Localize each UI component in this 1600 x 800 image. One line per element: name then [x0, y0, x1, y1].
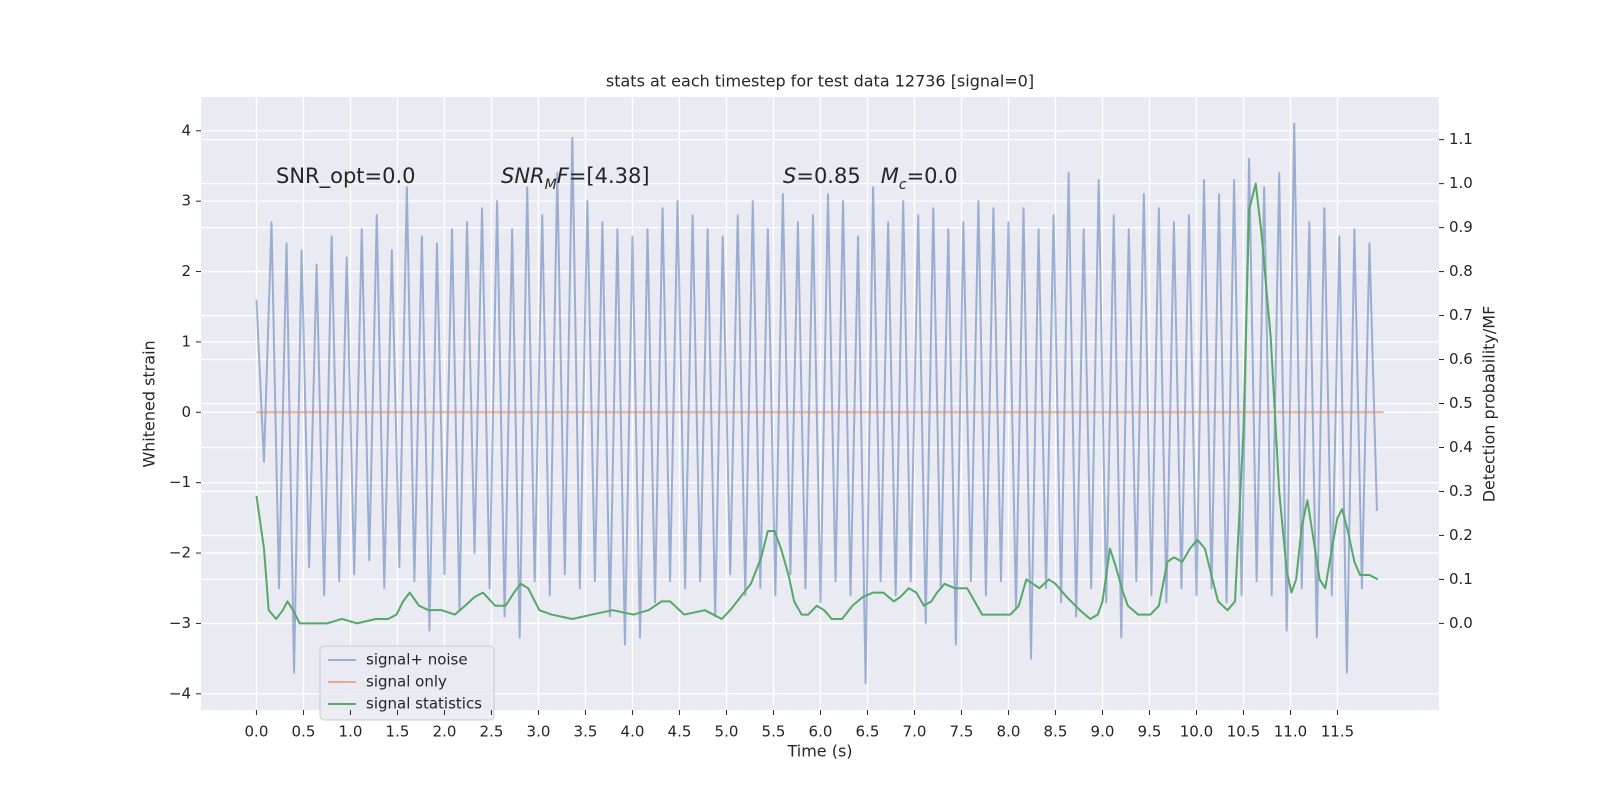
- series-line: [255, 122, 1378, 685]
- annotation-part: S: [783, 164, 796, 188]
- y-tick-label: −4: [169, 684, 191, 702]
- y2-tick-label: 1.0: [1449, 174, 1473, 192]
- y2-axis-label: Detection probability/MF: [1480, 306, 1499, 503]
- x-tick-label: 5.5: [762, 723, 786, 741]
- y-tick-label: −1: [169, 473, 191, 491]
- annotation-part: =0.0: [907, 164, 958, 188]
- annotation-part: =0.85: [796, 164, 880, 188]
- x-tick-label: 11.0: [1274, 723, 1307, 741]
- annotation-part: SNR: [501, 164, 545, 188]
- y2-tick-label: 0.6: [1449, 350, 1473, 368]
- x-tick-label: 5.0: [715, 723, 739, 741]
- annotation-part: c: [899, 177, 907, 193]
- x-tick-label: 11.5: [1321, 723, 1354, 741]
- y2-tick-label: 0.2: [1449, 526, 1473, 544]
- marks: [255, 122, 1384, 685]
- annotation-part: M: [545, 177, 557, 193]
- x-tick-label: 1.0: [339, 723, 363, 741]
- x-tick-label: 2.0: [433, 723, 457, 741]
- y2-tick-label: 0.4: [1449, 438, 1473, 456]
- y2-tick-label: 0.0: [1449, 614, 1473, 632]
- y-tick-label: 0: [181, 403, 191, 421]
- chart-title: stats at each timestep for test data 127…: [606, 72, 1034, 91]
- x-tick-label: 7.0: [903, 723, 927, 741]
- annotation-part: =[4.38]: [569, 164, 650, 188]
- x-tick-label: 10.5: [1227, 723, 1260, 741]
- y-axis-label: Whitened strain: [140, 340, 159, 467]
- x-tick-label: 8.5: [1044, 723, 1068, 741]
- legend-label: signal+ noise: [366, 651, 468, 669]
- annotation: S=0.85 Mc=0.0: [783, 164, 958, 193]
- annotations: SNR_opt=0.0 SNRMF=[4.38] S=0.85 Mc=0.0: [276, 164, 958, 193]
- annotation-part: M: [881, 164, 899, 188]
- x-tick-label: 9.5: [1138, 723, 1162, 741]
- x-tick-label: 6.0: [809, 723, 833, 741]
- x-tick-label: 10.0: [1180, 723, 1213, 741]
- x-tick-label: 6.5: [856, 723, 880, 741]
- x-tick-label: 3.0: [527, 723, 551, 741]
- y-tick-label: 1: [181, 332, 191, 350]
- y2-tick-label: 0.7: [1449, 306, 1473, 324]
- y-tick-label: −2: [169, 544, 191, 562]
- legend: signal+ noise signal only signal statistic…: [319, 645, 495, 721]
- annotation: SNRMF=[4.38]: [501, 164, 650, 193]
- legend-box: [319, 645, 495, 721]
- series-line: [255, 182, 1379, 625]
- x-tick-label: 7.5: [950, 723, 974, 741]
- x-tick-label: 4.0: [621, 723, 645, 741]
- x-tick-label: 3.5: [574, 723, 598, 741]
- legend-label: signal statistics: [366, 695, 482, 713]
- x-tick-label: 2.5: [480, 723, 504, 741]
- x-tick-label: 0.0: [245, 723, 269, 741]
- y-tick-label: 4: [181, 121, 191, 139]
- legend-label: signal only: [366, 673, 447, 691]
- y2-tick-label: 0.8: [1449, 262, 1473, 280]
- y2-tick-label: 0.3: [1449, 482, 1473, 500]
- annotation-part: F: [557, 164, 570, 188]
- y-tick-label: 2: [181, 262, 191, 280]
- y2-tick-label: 0.5: [1449, 394, 1473, 412]
- y2-tick-label: 1.1: [1449, 130, 1473, 148]
- x-axis-label: Time (s): [786, 742, 852, 761]
- x-tick-label: 9.0: [1091, 723, 1115, 741]
- y-tick-label: −3: [169, 614, 191, 632]
- y2-tick-label: 0.9: [1449, 218, 1473, 236]
- annotation-part: SNR_opt=0.0: [276, 164, 416, 189]
- annotation: SNR_opt=0.0: [276, 164, 416, 189]
- x-tick-label: 1.5: [386, 723, 410, 741]
- x-tick-label: 4.5: [668, 723, 692, 741]
- x-tick-label: 0.5: [292, 723, 316, 741]
- y2-tick-label: 0.1: [1449, 570, 1473, 588]
- y-tick-label: 3: [181, 192, 191, 210]
- x-tick-label: 8.0: [997, 723, 1021, 741]
